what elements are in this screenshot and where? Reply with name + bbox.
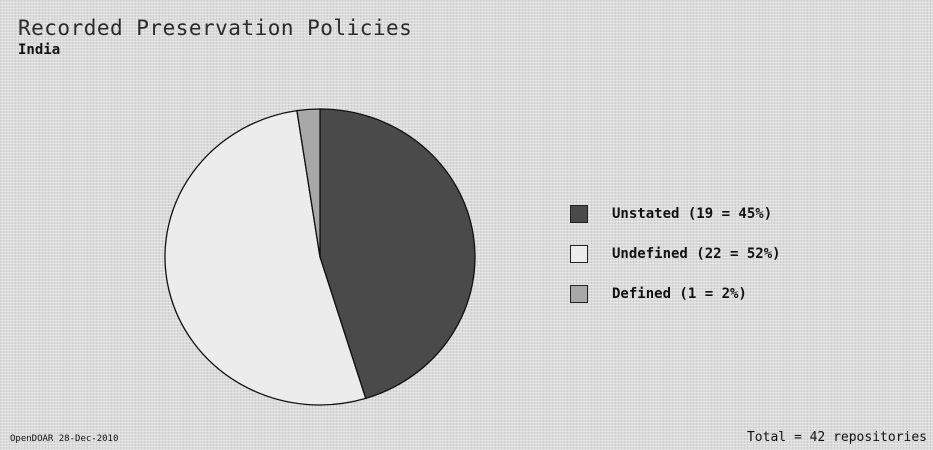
legend-label-defined: Defined (1 = 2%) (612, 286, 747, 302)
legend-item-undefined: Undefined (22 = 52%) (570, 244, 781, 264)
legend-item-unstated: Unstated (19 = 45%) (570, 204, 781, 224)
pie-slice-undefined (164, 109, 367, 406)
legend-swatch-defined (570, 285, 588, 303)
pie-slices (164, 108, 476, 406)
legend-label-unstated: Unstated (19 = 45%) (612, 206, 773, 222)
chart-subtitle: India (18, 42, 61, 58)
legend-swatch-unstated (570, 205, 588, 223)
legend: Unstated (19 = 45%) Undefined (22 = 52%)… (570, 204, 781, 324)
legend-item-defined: Defined (1 = 2%) (570, 284, 781, 304)
source-note: OpenDOAR 28-Dec-2010 (10, 434, 119, 444)
pie-slice-unstated (319, 108, 476, 400)
chart-title: Recorded Preservation Policies (18, 16, 413, 40)
total-count: Total = 42 repositories (746, 430, 927, 445)
legend-label-undefined: Undefined (22 = 52%) (612, 246, 781, 262)
legend-swatch-undefined (570, 245, 588, 263)
pie-slice-defined (296, 108, 321, 258)
